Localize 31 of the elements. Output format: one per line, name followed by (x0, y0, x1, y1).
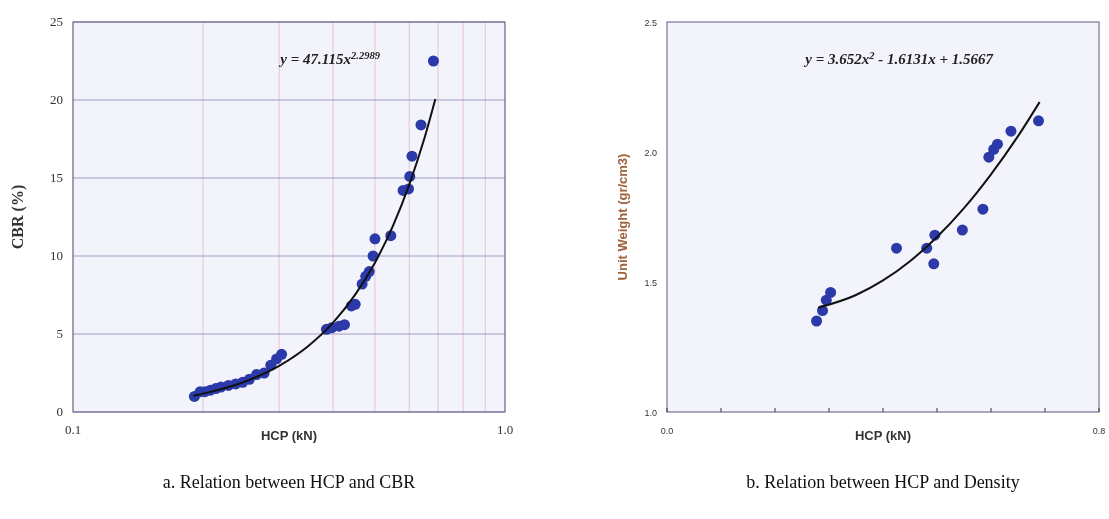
point (991, 138, 1003, 150)
text: b. Relation between HCP and Density (746, 472, 1020, 492)
y-tick-label: 1.0 (644, 408, 657, 418)
x-tick-label: 0.8 (1092, 426, 1106, 436)
point (956, 224, 968, 236)
y-tick-label: 1.5 (644, 278, 657, 288)
x-tick-label: 1.0 (496, 422, 514, 437)
y-tick-label: 15 (50, 170, 63, 185)
y-tick-label: 10 (50, 248, 63, 263)
point (1033, 115, 1045, 127)
point (928, 258, 940, 270)
y-tick-label: 2.0 (644, 148, 657, 158)
y-tick-label: 25 (50, 14, 63, 29)
y-tick-label: 5 (56, 326, 63, 341)
x-axis-title: HCP (kN) (260, 428, 318, 443)
point (1005, 125, 1017, 137)
y-tick-label: 0 (56, 404, 63, 419)
y-axis-title: Unit Weight (gr/cm3) (615, 153, 630, 281)
point (825, 286, 837, 298)
x-tick-label: 0.0 (660, 426, 674, 436)
x-axis-title: HCP (kN) (854, 428, 912, 443)
y-tick-label: 20 (50, 92, 63, 107)
point (811, 315, 823, 327)
y-tick-label: 2.5 (644, 18, 657, 28)
point (891, 242, 902, 254)
x-tick-label: 0.1 (64, 422, 82, 437)
annotation: y = 3.652x$^{2}$ - 1.6131x + 1.5667 (803, 49, 994, 67)
y-axis-title: CBR (%) (9, 184, 27, 250)
text: a. Relation between HCP and CBR (162, 472, 416, 492)
point (977, 203, 989, 215)
annotation: y = 47.115x$^{2.2989}$ (278, 49, 381, 67)
